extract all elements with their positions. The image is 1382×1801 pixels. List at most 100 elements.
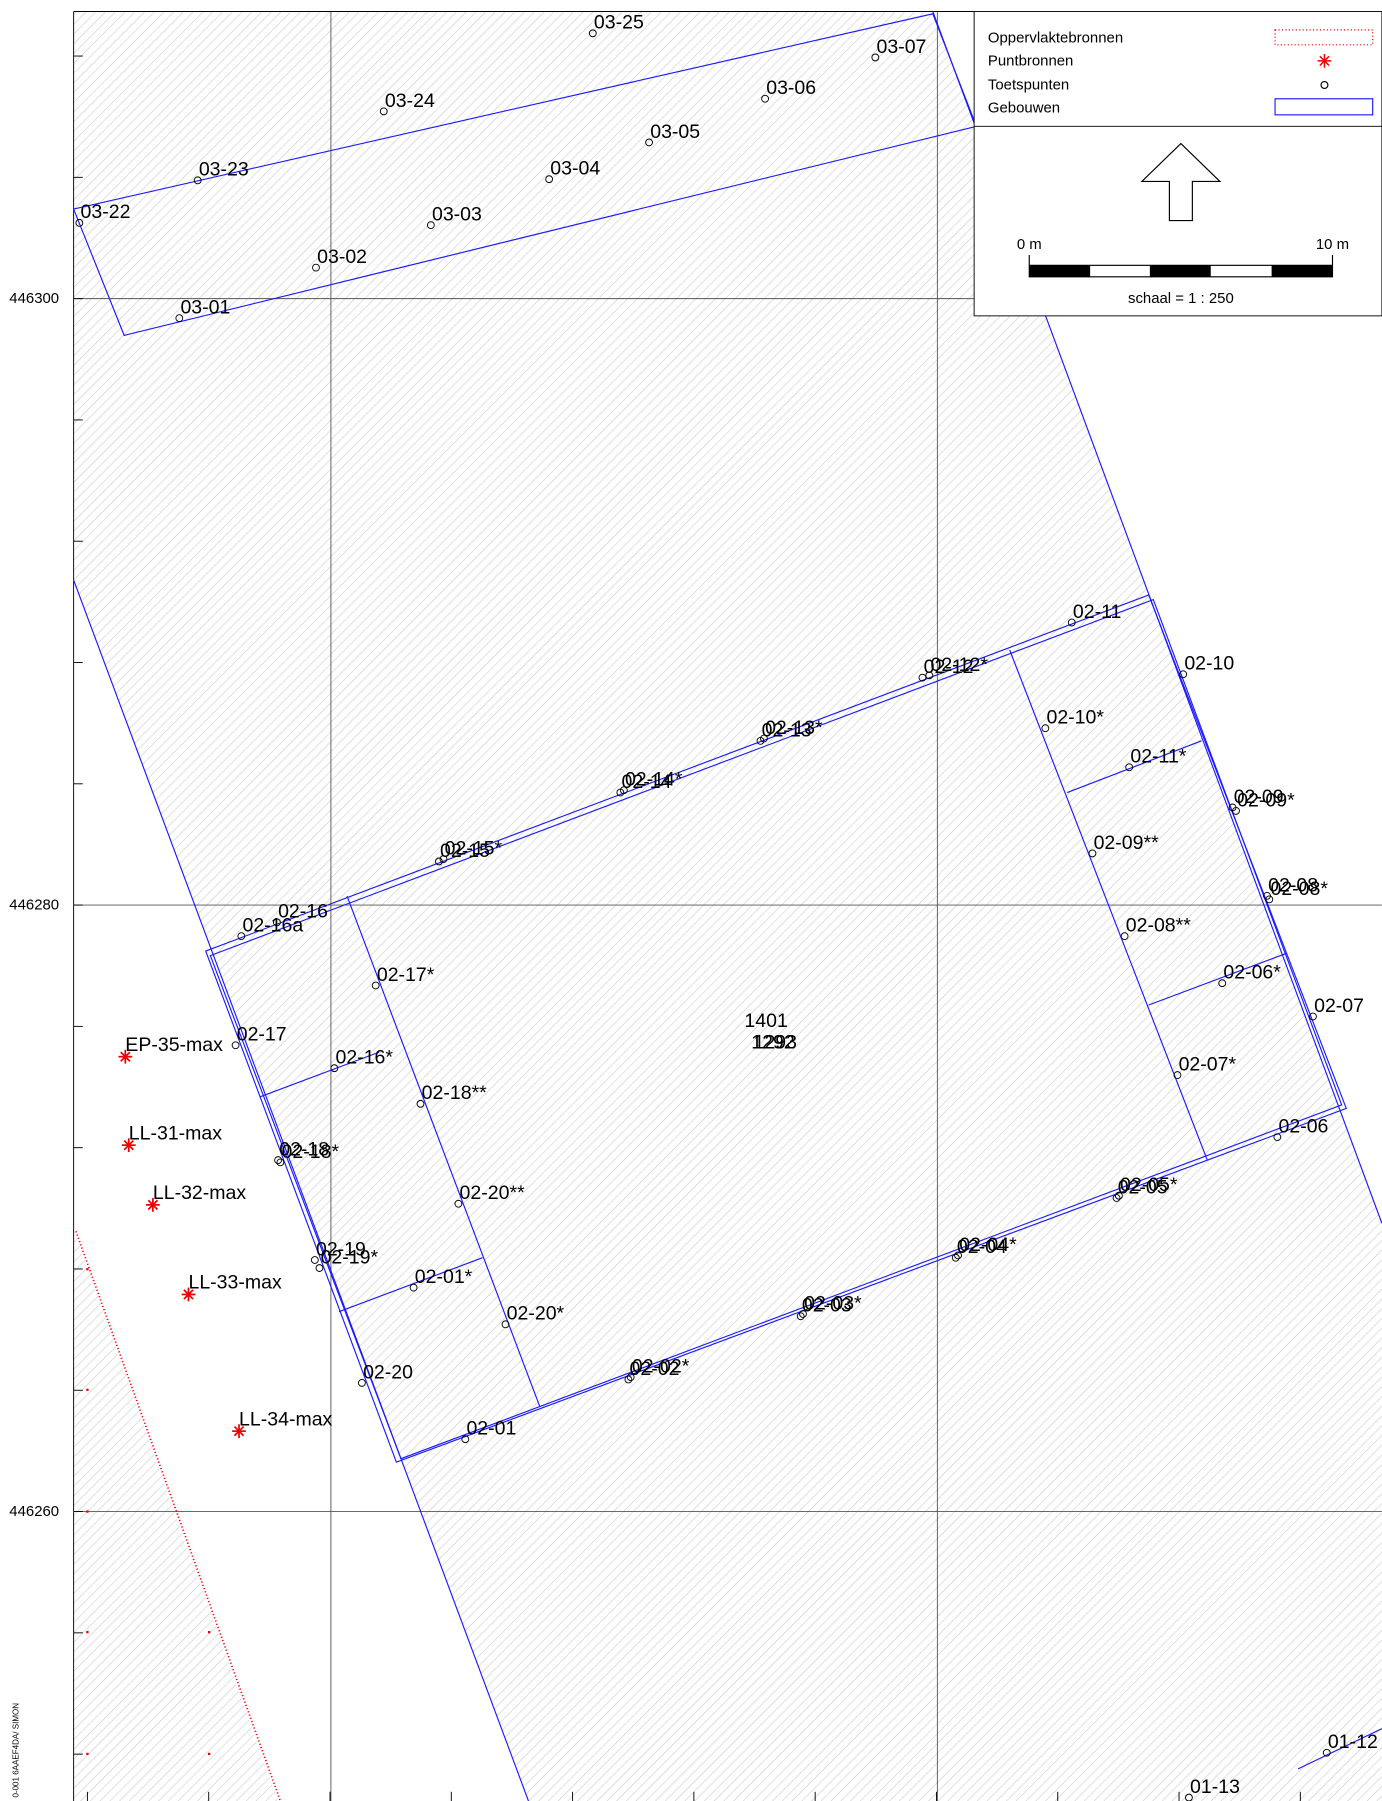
point-label: 02-04* [959,1234,1017,1256]
point-marker [358,1379,366,1387]
point-label: 03-25 [594,12,644,34]
building-label: 1401 [744,1010,787,1032]
point-marker [416,1099,425,1108]
point-marker [760,734,768,743]
point-label: 03-05 [650,121,700,143]
point-label: 02-10* [1046,707,1104,729]
point-label: 03-23 [199,159,249,181]
point-marker [312,263,320,272]
point-marker [1322,1748,1331,1757]
point-label: 03-22 [81,201,131,223]
point-label: 02-04 [957,1236,1007,1258]
buildings [72,11,1382,1801]
point-label: 02-08 [1268,874,1318,896]
point-marker [1218,979,1227,988]
area-source-dot [86,1510,89,1513]
point-marker [588,29,597,38]
point-marker [871,53,880,62]
point-label: 02-05 [1118,1176,1168,1198]
point-marker [1120,932,1129,941]
point-marker [274,1156,282,1164]
building-label: 1292 [751,1032,794,1054]
point-marker [237,932,246,941]
hatched-area [73,1228,279,1801]
point-label: 02-03 [802,1295,852,1317]
point-label: 02-15 [440,840,490,862]
point-marker [501,1320,510,1329]
point-marker [951,1253,960,1262]
point-label: 02-18 [279,1138,329,1160]
point-label: 02-20* [507,1303,565,1325]
point-label: 02-16 [278,901,328,923]
point-label: 02-15* [445,838,503,860]
point-marker [1232,807,1240,815]
points: 03-25 03-07 03-24 03-06 03-23 03-05 03-04 03-22… [75,12,1378,1801]
source-marker [121,1138,136,1153]
point-marker [799,1310,807,1318]
source-label: EP-35-max [125,1034,223,1056]
source-stroke [147,1199,159,1211]
point-marker [434,857,443,866]
point-marker [175,314,184,323]
point-label: 03-24 [385,90,435,112]
point-marker [1265,895,1274,904]
point-marker [1112,1194,1121,1202]
point-marker [1309,1012,1317,1021]
source-stroke [233,1425,245,1437]
ticks [73,55,1301,1801]
source-stroke [123,1139,134,1151]
point-marker [1088,849,1097,858]
point-label: 02-01* [415,1266,473,1288]
point-label: 02-16a [242,915,303,937]
point-label: 02-06* [1223,962,1281,984]
point-marker [925,671,934,680]
point-label: 02-09 [1234,786,1284,808]
point-label: 03-07 [876,36,926,58]
point-label: 02-18** [422,1082,488,1104]
point-marker [379,107,388,116]
area-source [75,1231,282,1801]
source-marker [232,1424,246,1439]
point-label: 03-03 [432,204,482,226]
area-source-dot [86,1752,89,1756]
area-source-dot [208,1752,211,1756]
point-label: 03-01 [180,297,230,319]
area-source-dot [208,1631,211,1634]
area-source-dot [86,1631,89,1634]
scale-end: 10 m [1316,236,1349,253]
point-marker [371,981,380,990]
hatched-area [73,11,1382,1801]
source-label: LL-32-max [153,1182,247,1204]
point-label: 03-02 [317,246,367,268]
axis-label: 446260 [9,1503,59,1520]
point-label: 02-14* [625,769,683,791]
point-label: 01-13 [1190,1776,1240,1798]
point-label: 02-01 [466,1418,516,1440]
point-label: 02-08* [1270,878,1328,900]
point-marker [918,673,927,682]
point-label: 02-12* [930,654,988,676]
point-marker [954,1251,962,1260]
point-marker [75,218,84,227]
point-label: 02-16* [336,1047,394,1069]
scale-ratio: schaal = 1 : 250 [1128,290,1234,307]
legend-label: Gebouwen [988,100,1060,117]
point-marker [461,1435,470,1444]
point-label: 02-19* [321,1246,379,1268]
point-label: 02-13 [762,719,812,741]
point-marker [624,1375,633,1384]
source-label: LL-31-max [129,1122,223,1144]
point-label: 02-02 [630,1358,680,1380]
point-label: 02-11* [1130,746,1186,768]
point-marker [1273,1133,1282,1142]
point-label: 02-17 [237,1024,287,1046]
point-label: 02-20** [460,1182,526,1204]
area-source-dot [86,1268,89,1271]
point-label: 03-06 [766,77,816,99]
source-stroke [183,1289,194,1300]
scale-start: 0 m [1017,236,1042,253]
point-marker [310,1256,319,1264]
point-label: 02-17* [377,964,435,986]
legend-label: Oppervlaktebronnen [988,29,1123,46]
